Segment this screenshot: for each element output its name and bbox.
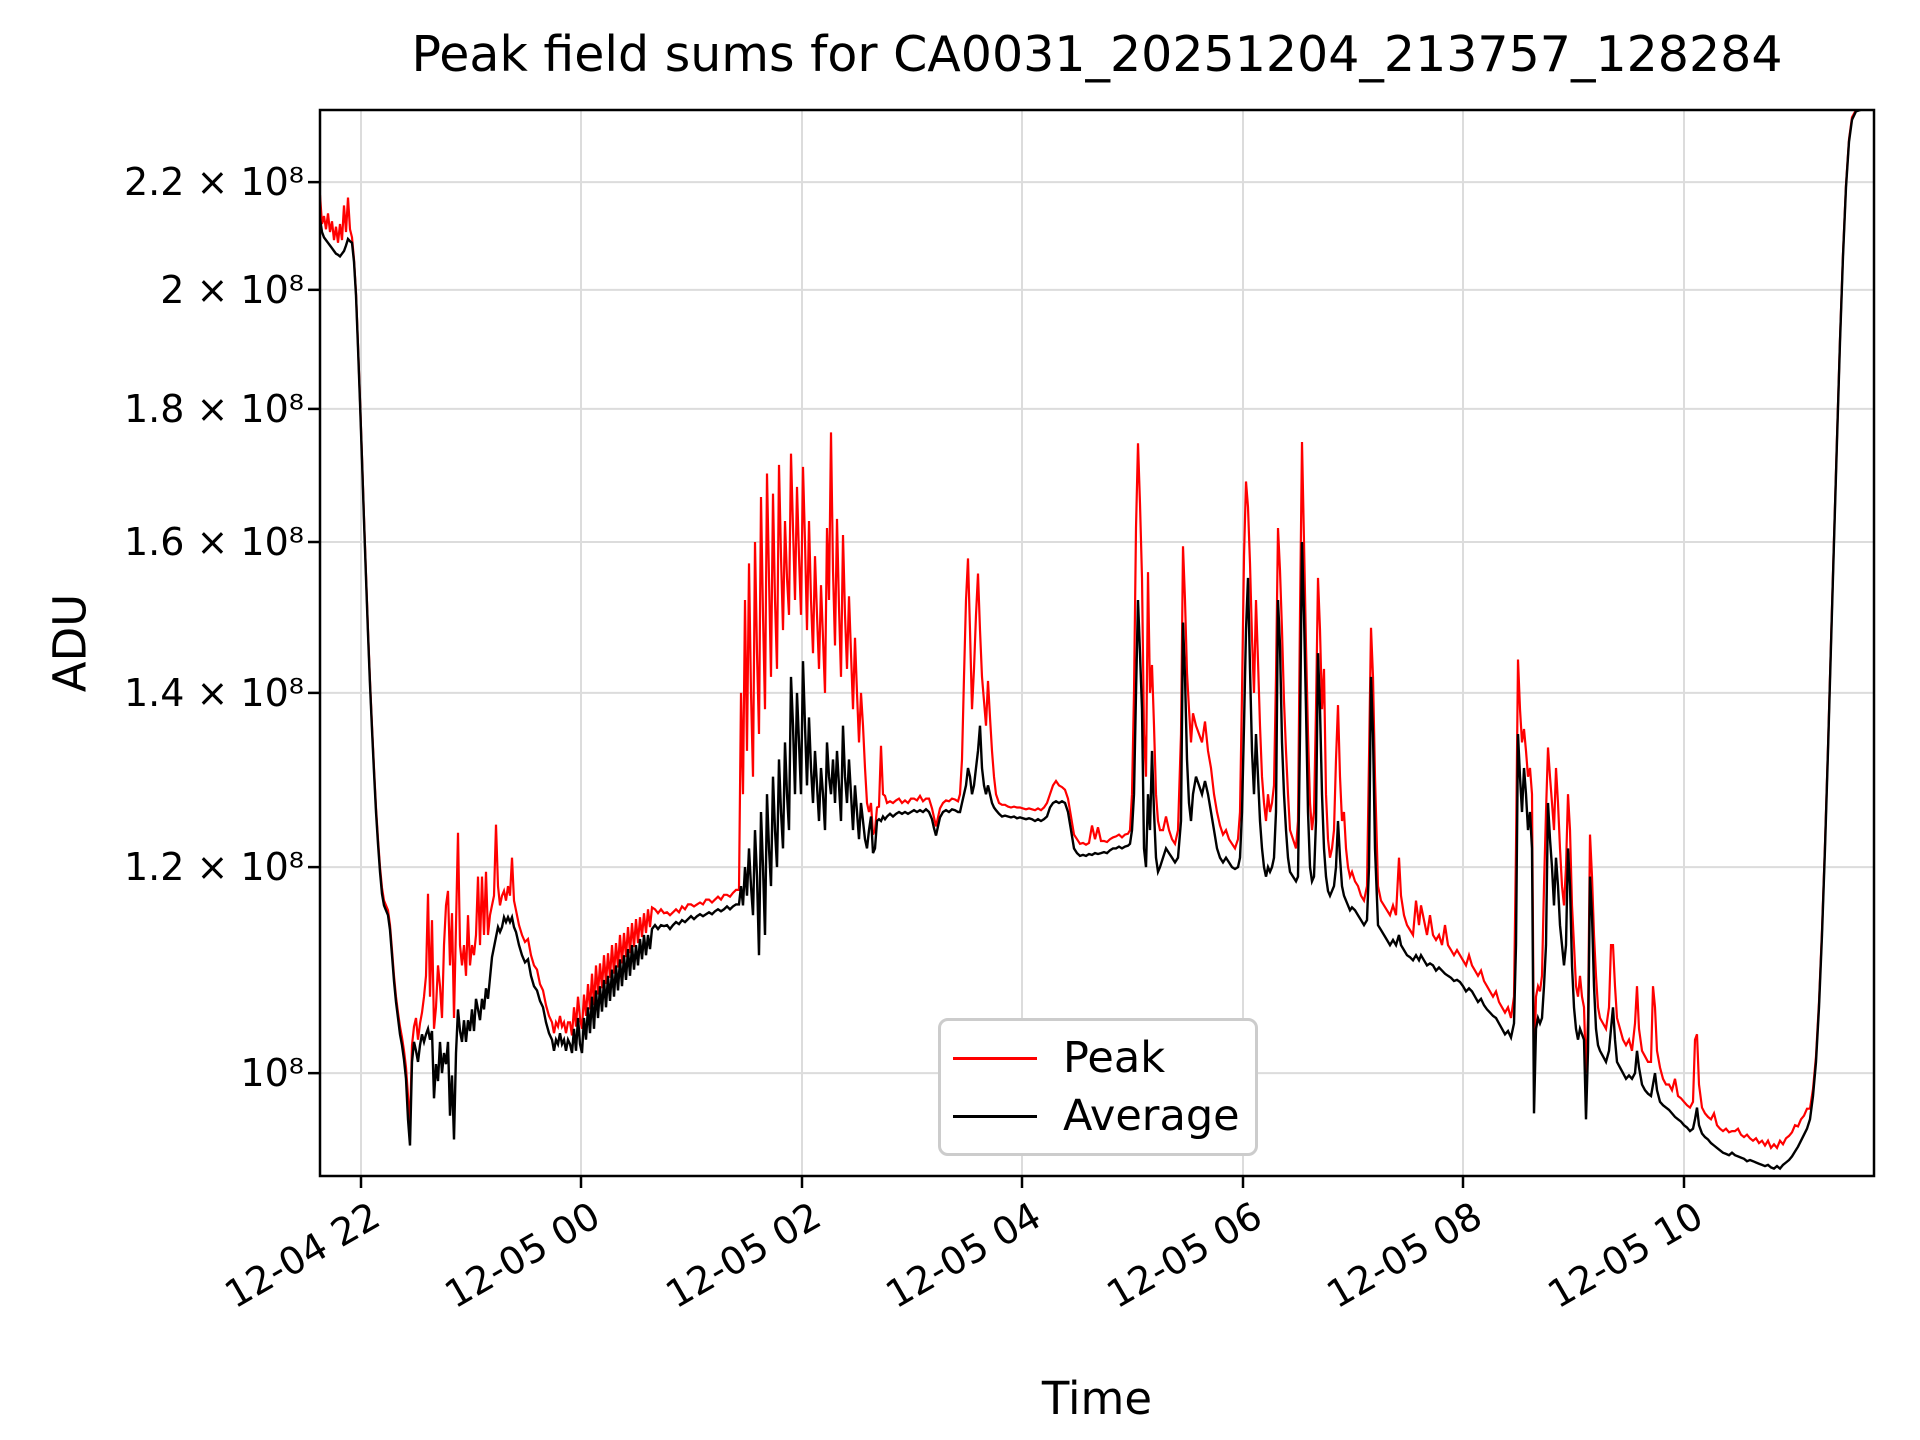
peak-line-swatch xyxy=(953,1056,1037,1060)
plot-canvas xyxy=(308,108,1876,1188)
legend: Peak Average xyxy=(938,1018,1258,1156)
x-tick-label: 12-05 00 xyxy=(437,1193,608,1317)
x-tick-label: 12-05 04 xyxy=(878,1193,1049,1317)
x-tick-label: 12-05 06 xyxy=(1099,1193,1270,1317)
peak-line xyxy=(320,110,1861,1150)
chart-title: Peak field sums for CA0031_20251204_2137… xyxy=(411,26,1783,83)
y-tick-label: 1.8 × 10⁸ xyxy=(123,386,304,431)
average-line-swatch xyxy=(953,1114,1037,1118)
y-tick-label: 1.4 × 10⁸ xyxy=(123,670,304,715)
axes-spines xyxy=(318,108,1876,1178)
y-tick-label: 10⁸ xyxy=(240,1051,304,1096)
legend-label-average: Average xyxy=(1063,1091,1240,1141)
average-line xyxy=(320,110,1872,1171)
plot-area: Peak Average xyxy=(308,108,1876,1188)
legend-entry-peak: Peak xyxy=(953,1033,1243,1083)
legend-entry-average: Average xyxy=(953,1091,1243,1141)
y-tick-label: 1.2 × 10⁸ xyxy=(123,845,304,890)
x-axis-label: Time xyxy=(1041,1372,1153,1425)
x-tick-label: 12-04 22 xyxy=(217,1193,388,1317)
legend-label-peak: Peak xyxy=(1063,1033,1166,1083)
x-tick-label: 12-05 08 xyxy=(1319,1193,1490,1317)
x-tick-label: 12-05 10 xyxy=(1540,1193,1711,1317)
x-tick-label: 12-05 02 xyxy=(658,1193,829,1317)
y-axis-label: ADU xyxy=(43,593,97,693)
y-tick-label: 1.6 × 10⁸ xyxy=(123,520,304,564)
y-tick-label: 2.2 × 10⁸ xyxy=(123,160,304,205)
y-tick-label: 2 × 10⁸ xyxy=(160,267,304,312)
